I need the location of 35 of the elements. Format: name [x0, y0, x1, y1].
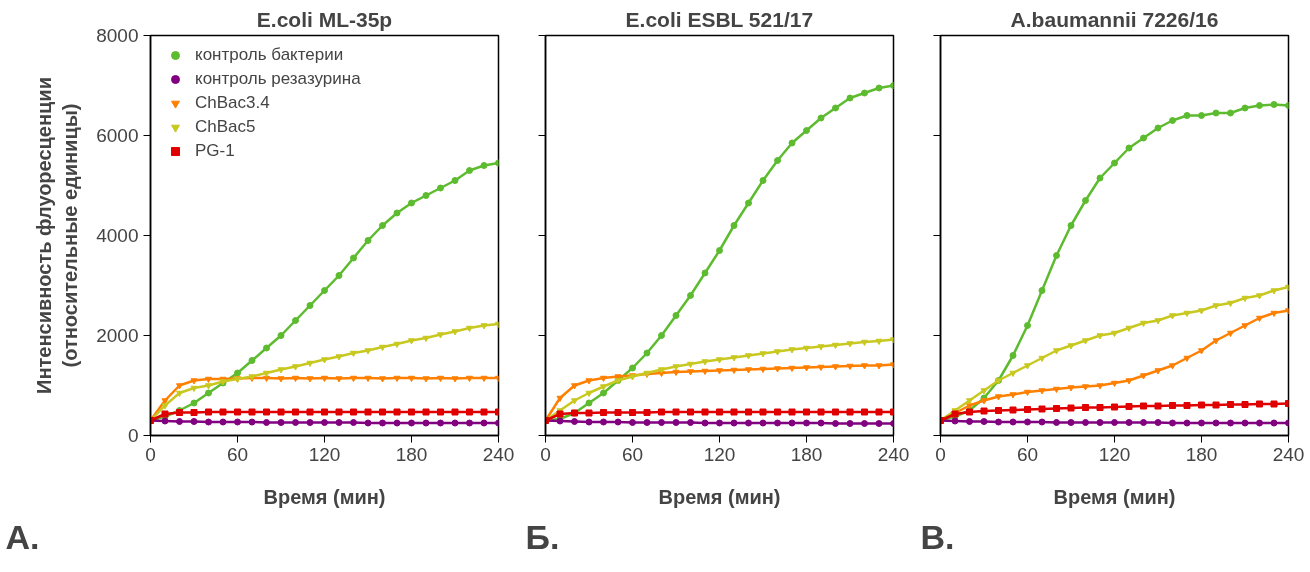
- legend-label: ChBac3.4: [195, 93, 270, 113]
- x-axis-title: Время (мин): [658, 485, 781, 508]
- x-tick-label: 120: [703, 443, 736, 465]
- y-axis-title: Интенсивность флуоресценции (относительные единицы): [32, 77, 82, 394]
- x-tick-label: 120: [1098, 443, 1131, 465]
- y-tick-label: 4000: [96, 225, 139, 246]
- x-tick-label: 60: [621, 443, 644, 465]
- x-tick-label: 180: [395, 443, 428, 465]
- x-tick-label: 240: [482, 443, 515, 465]
- x-axis-title: Время (мин): [1053, 485, 1176, 508]
- x-tick-label: 60: [226, 443, 249, 465]
- legend-label: ChBac5: [195, 117, 256, 137]
- legend-label: контроль резазурина: [195, 69, 361, 89]
- x-tick-label: 180: [790, 443, 823, 465]
- x-axis-title: Время (мин): [263, 485, 386, 508]
- text: Б.: [525, 517, 560, 556]
- chart-title: A.baumannii 7226/16: [1010, 7, 1219, 31]
- x-tick-label: 60: [1016, 443, 1039, 465]
- x-tick-label: 180: [1185, 443, 1218, 465]
- text: В.: [920, 517, 955, 556]
- x-tick-label: 240: [1272, 443, 1305, 465]
- y-tick-label: 0: [127, 425, 139, 446]
- x-tick-label: 240: [877, 443, 910, 465]
- y-tick-label: 6000: [96, 125, 139, 146]
- y-tick-label: 8000: [96, 25, 139, 46]
- legend-label: контроль бактерии: [195, 45, 344, 65]
- chart-title: E.coli ML-35p: [256, 7, 393, 31]
- legend-label: PG-1: [195, 141, 235, 161]
- y-tick-label: 2000: [96, 325, 139, 346]
- x-tick-label: 120: [308, 443, 341, 465]
- x-tick-label: 0: [935, 443, 946, 465]
- x-tick-label: 0: [145, 443, 156, 465]
- chart-title: E.coli ESBL 521/17: [625, 7, 814, 31]
- x-tick-label: 0: [540, 443, 551, 465]
- text: А.: [5, 517, 40, 556]
